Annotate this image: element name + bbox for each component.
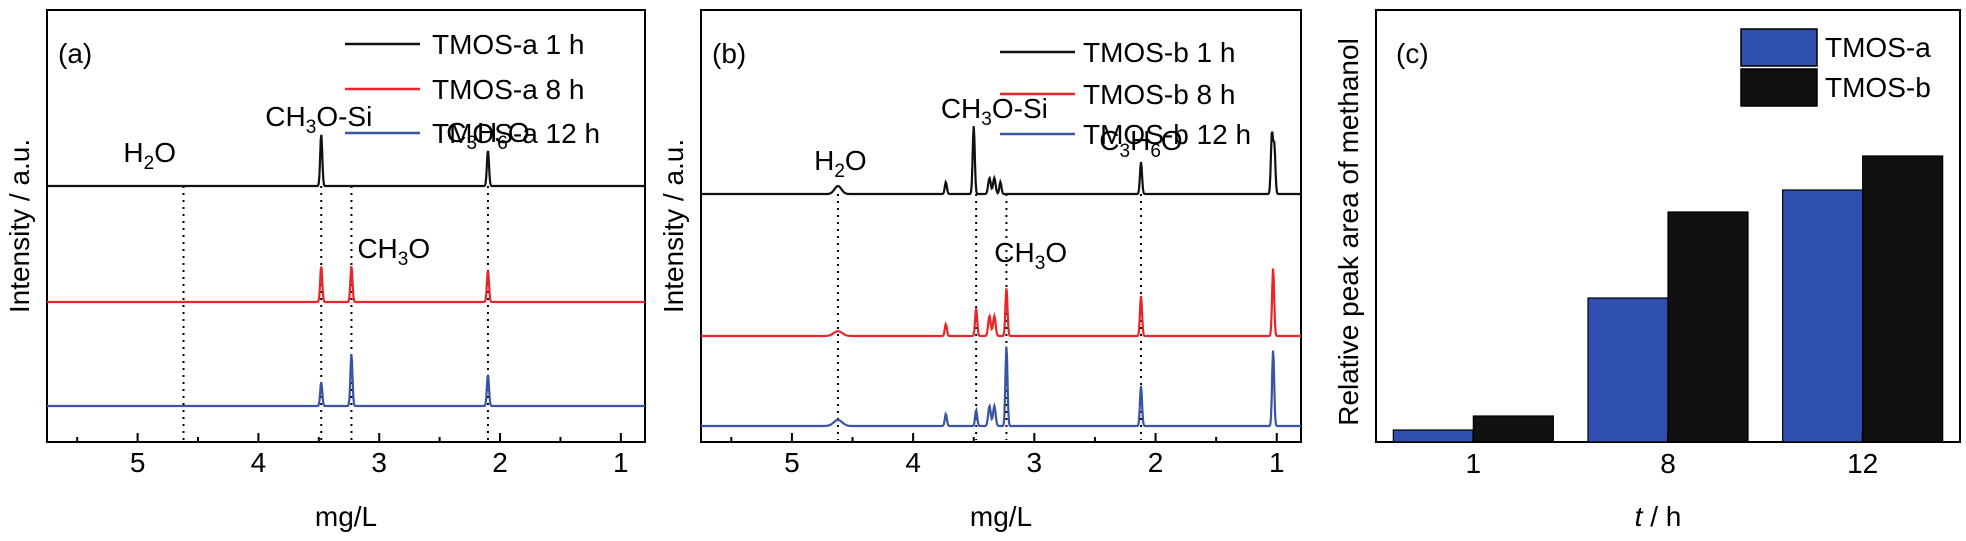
panel-b-peak-annotation: CH3O-Si: [941, 93, 1048, 130]
panel-a-peak-annotation: C3H6O: [446, 117, 529, 154]
panel-a-series-blue-curve: [47, 354, 645, 408]
panel-b-x-tick-label: 3: [1027, 447, 1043, 478]
panel-c-bar-tmos-b-8: [1667, 211, 1749, 443]
panel-b-legend-label-2: TMOS-b 8 h: [1083, 79, 1235, 110]
panel-a-legend: TMOS-a 1 h TMOS-a 8 h TMOS-a 12 h: [345, 29, 600, 149]
panel-c-category-label: 12: [1847, 448, 1878, 479]
panel-b-annotations: H2O CH3O-Si CH3O C3H6O: [814, 93, 1183, 274]
panel-b-x-ticks: 5 4 3 2 1: [730, 433, 1285, 478]
panel-c-bar-tmos-a-8: [1587, 297, 1669, 443]
panel-b-peak-annotation: CH3O: [994, 237, 1067, 274]
panel-c-category-label: 8: [1660, 448, 1676, 479]
panel-b-peak-annotation: H2O: [814, 145, 867, 182]
panel-a-x-tick-label: 1: [613, 447, 629, 478]
panel-b-series-blue-curve: [701, 346, 1301, 428]
panel-c-xlabel-symbol: t: [1635, 501, 1644, 532]
panel-a-annotations: H2O CH3O-Si CH3O C3H6O: [123, 101, 529, 270]
panel-b-x-tick-label: 5: [784, 447, 800, 478]
panel-a-ylabel: Intensity / a.u.: [4, 139, 35, 313]
panel-b-series-red-curve: [701, 268, 1301, 338]
panel-c-ylabel: Relative peak area of methanol: [1333, 38, 1364, 426]
panel-b-frame: [700, 9, 1302, 443]
panel-c-legend-label-2: TMOS-b: [1825, 72, 1931, 103]
panel-a-xlabel: mg/L: [315, 501, 377, 532]
panel-b-legend-label-3: TMOS-b 12 h: [1083, 119, 1251, 150]
panel-c-xlabel-unit: / h: [1642, 501, 1681, 532]
panel-b-x-tick-label: 4: [905, 447, 921, 478]
panel-a-series-red-curve: [47, 266, 645, 304]
panel-a-x-tick-label: 3: [371, 447, 387, 478]
panel-b-x-tick-label: 2: [1148, 447, 1164, 478]
panel-c-legend: TMOS-a TMOS-b: [1740, 28, 1931, 107]
panel-c-bar-tmos-b-1: [1472, 415, 1554, 443]
panel-c-legend-swatch-1: [1740, 28, 1818, 67]
panel-c-bar-tmos-b-12: [1862, 155, 1944, 443]
panel-b-x-tick-label: 1: [1269, 447, 1285, 478]
panel-a-frame: [46, 9, 646, 443]
panel-b-legend-label-1: TMOS-b 1 h: [1083, 37, 1235, 68]
panel-b-curves: [701, 126, 1301, 428]
panel-b-peak-annotation: C3H6O: [1099, 125, 1182, 162]
panel-a-peak-annotation: H2O: [123, 137, 176, 174]
panel-b-ylabel: Intensity / a.u.: [658, 139, 689, 313]
panel-b-legend: TMOS-b 1 h TMOS-b 8 h TMOS-b 12 h: [1000, 37, 1251, 150]
panel-a-x-ticks: 5 4 3 2 1: [76, 433, 629, 478]
panel-b-label: (b): [712, 38, 746, 69]
panel-a-legend-label-1: TMOS-a 1 h: [432, 29, 584, 60]
panel-c-label: (c): [1396, 38, 1429, 69]
panel-a-legend-label-3: TMOS-a 12 h: [432, 118, 600, 149]
panel-a-x-tick-label: 4: [251, 447, 267, 478]
panel-a-curves: [47, 134, 645, 408]
panel-a-label: (a): [58, 38, 92, 69]
panel-c-legend-label-1: TMOS-a: [1825, 32, 1931, 63]
panel-c-bars: [1392, 155, 1944, 443]
panel-b-xlabel: mg/L: [970, 501, 1032, 532]
panel-c-xlabel: t / h: [1635, 501, 1682, 532]
panel-c-legend-swatch-2: [1740, 68, 1818, 107]
panel-a-peak-annotation: CH3O: [357, 233, 430, 270]
panel-c-bar-tmos-a-12: [1782, 189, 1864, 443]
panel-a-spectrum-chart: (a) Intensity / a.u. mg/L 5 4 3 2 1 H2O CH3O-…: [4, 9, 646, 532]
panel-a-legend-label-2: TMOS-a 8 h: [432, 74, 584, 105]
panel-a-dotted-guides: [182, 186, 489, 440]
panel-c-bar-chart: (c) Relative peak area of methanol t / h…: [1333, 9, 1961, 532]
panel-c-category-labels: 1 8 12: [1466, 433, 1878, 479]
panel-c-category-label: 1: [1466, 448, 1482, 479]
panel-a-peak-annotation: CH3O-Si: [265, 101, 372, 138]
panel-c-bar-tmos-a-1: [1392, 429, 1474, 443]
panel-b-series-black-curve: [701, 126, 1301, 196]
panel-b-spectrum-chart: (b) Intensity / a.u. mg/L 5 4 3 2 1 H2O CH3O-…: [658, 9, 1302, 532]
panel-a-series-black-curve: [47, 134, 645, 188]
panel-a-x-tick-label: 2: [492, 447, 508, 478]
panel-a-x-tick-label: 5: [130, 447, 146, 478]
